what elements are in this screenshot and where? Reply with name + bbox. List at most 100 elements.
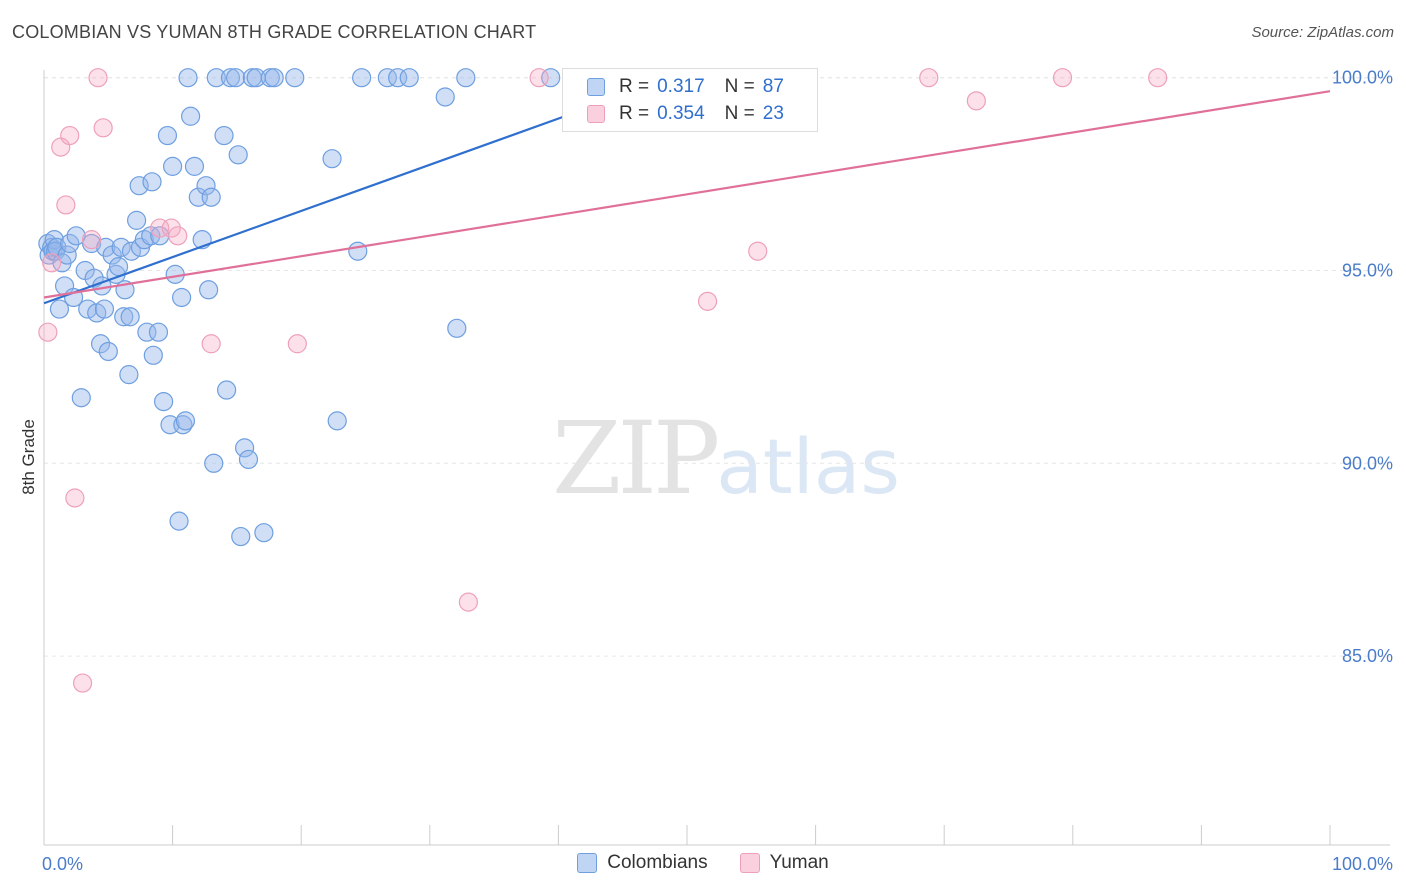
colombians-point (143, 345, 163, 365)
colombians-point (199, 280, 219, 300)
label-layer: 100.0% 95.0% 90.0% 85.0% 0.0% 100.0% 8th Grade (19, 68, 1393, 874)
colombians-point (163, 156, 183, 176)
colombians-point (114, 307, 134, 327)
colombians-point (111, 237, 131, 257)
y-tick-label: 95.0% (1342, 260, 1393, 280)
colombians-point (322, 149, 342, 169)
colombians-point (399, 68, 419, 88)
yuman-point (65, 488, 85, 508)
legend-row-yuman: R = 0.354 N = 23 (587, 101, 784, 127)
colombians-point (196, 176, 216, 196)
yuman-point (88, 68, 108, 88)
colombians-point (129, 176, 149, 196)
colombians-point (264, 68, 284, 88)
colombians-point (214, 125, 234, 146)
colombians-point (94, 299, 115, 319)
colombians-point (90, 334, 111, 354)
colombians-point (60, 233, 80, 254)
legend-n-label: N = (724, 76, 755, 97)
y-tick-label: 90.0% (1342, 453, 1393, 473)
yuman-point (697, 291, 718, 311)
colombians-point (456, 68, 476, 88)
y-axis-label: 8th Grade (19, 419, 38, 495)
colombians-point (169, 511, 189, 531)
grid-layer (44, 77, 1390, 657)
colombians-point (377, 68, 397, 88)
yuman-point (72, 673, 93, 693)
legend-item-yuman: Yuman (739, 852, 829, 874)
colombians-point (206, 68, 226, 88)
colombians-point (137, 322, 157, 342)
colombians-point (184, 156, 205, 176)
legend-swatch-colombians (577, 853, 598, 873)
colombians-point (126, 210, 147, 230)
yuman-point (919, 68, 939, 88)
yuman-point (93, 118, 113, 138)
colombians-point (204, 453, 224, 473)
legend-swatch-blue (587, 78, 605, 96)
legend-n-label: N = (724, 103, 755, 124)
colombians-point (142, 172, 162, 192)
yuman-point (161, 218, 181, 238)
y-tick-label: 85.0% (1342, 646, 1393, 666)
yuman-point (168, 226, 188, 246)
colombians-point (254, 523, 274, 543)
y-tick-label: 100.0% (1332, 68, 1393, 88)
colombians-point (220, 68, 241, 88)
legend-swatch-pink (587, 105, 605, 123)
colombians-point (98, 341, 118, 362)
colombians-point (541, 68, 561, 88)
axis-layer (43, 70, 1390, 846)
colombians-point (228, 145, 248, 165)
legend-label-colombians: Colombians (607, 852, 708, 873)
colombians-point (388, 68, 408, 88)
yuman-point (1148, 68, 1168, 88)
yuman-point (38, 322, 58, 342)
colombians-point (153, 391, 174, 412)
yuman-point (56, 195, 76, 215)
legend-r-value: 0.354 (657, 103, 705, 124)
legend-label-yuman: Yuman (769, 852, 829, 873)
colombians-point (119, 365, 139, 385)
colombians-point (348, 241, 368, 261)
colombians-point (327, 411, 347, 431)
colombians-point (201, 187, 221, 207)
yuman-point (42, 253, 62, 273)
zipatlas-watermark: ZIPatlas (552, 400, 900, 517)
chart-title: COLOMBIAN VS YUMAN 8TH GRADE CORRELATION… (12, 22, 537, 42)
legend-r-value: 0.317 (657, 76, 705, 97)
colombians-point (49, 299, 70, 319)
trend-layer (43, 90, 1331, 305)
colombians-point (231, 526, 251, 547)
colombians-point (66, 226, 86, 246)
legend-item-colombians: Colombians (577, 852, 708, 874)
colombians-trend-line (43, 115, 566, 305)
colombians-point (181, 106, 201, 126)
colombians-point (47, 237, 67, 257)
watermark-zip: ZIP (552, 400, 720, 517)
legend-row-colombians: R = 0.317 N = 87 (587, 74, 784, 100)
colombians-point (235, 438, 255, 458)
colombians-point (120, 307, 140, 327)
legend-n-value: 23 (762, 103, 784, 124)
colombians-point (157, 125, 178, 146)
yuman-point (748, 241, 768, 261)
source-label: Source: ZipAtlas.com (1251, 24, 1394, 41)
legend-r-label: R = (619, 103, 650, 124)
x-tick-label: 100.0% (1332, 854, 1393, 874)
correlation-legend: R = 0.317 N = 87 R = 0.354 N = 23 (562, 68, 818, 132)
colombians-point (226, 68, 246, 88)
colombians-point (172, 287, 192, 308)
points-layer (38, 68, 1168, 693)
colombians-point (108, 257, 129, 277)
colombians-point (57, 245, 77, 265)
yuman-point (60, 125, 80, 146)
colombians-point (285, 68, 305, 88)
colombians-point (175, 411, 196, 431)
yuman-point (529, 68, 549, 88)
watermark-atlas: atlas (716, 422, 900, 511)
x-tick-label: 0.0% (42, 854, 83, 874)
yuman-point (1052, 68, 1073, 88)
yuman-point (458, 592, 478, 612)
